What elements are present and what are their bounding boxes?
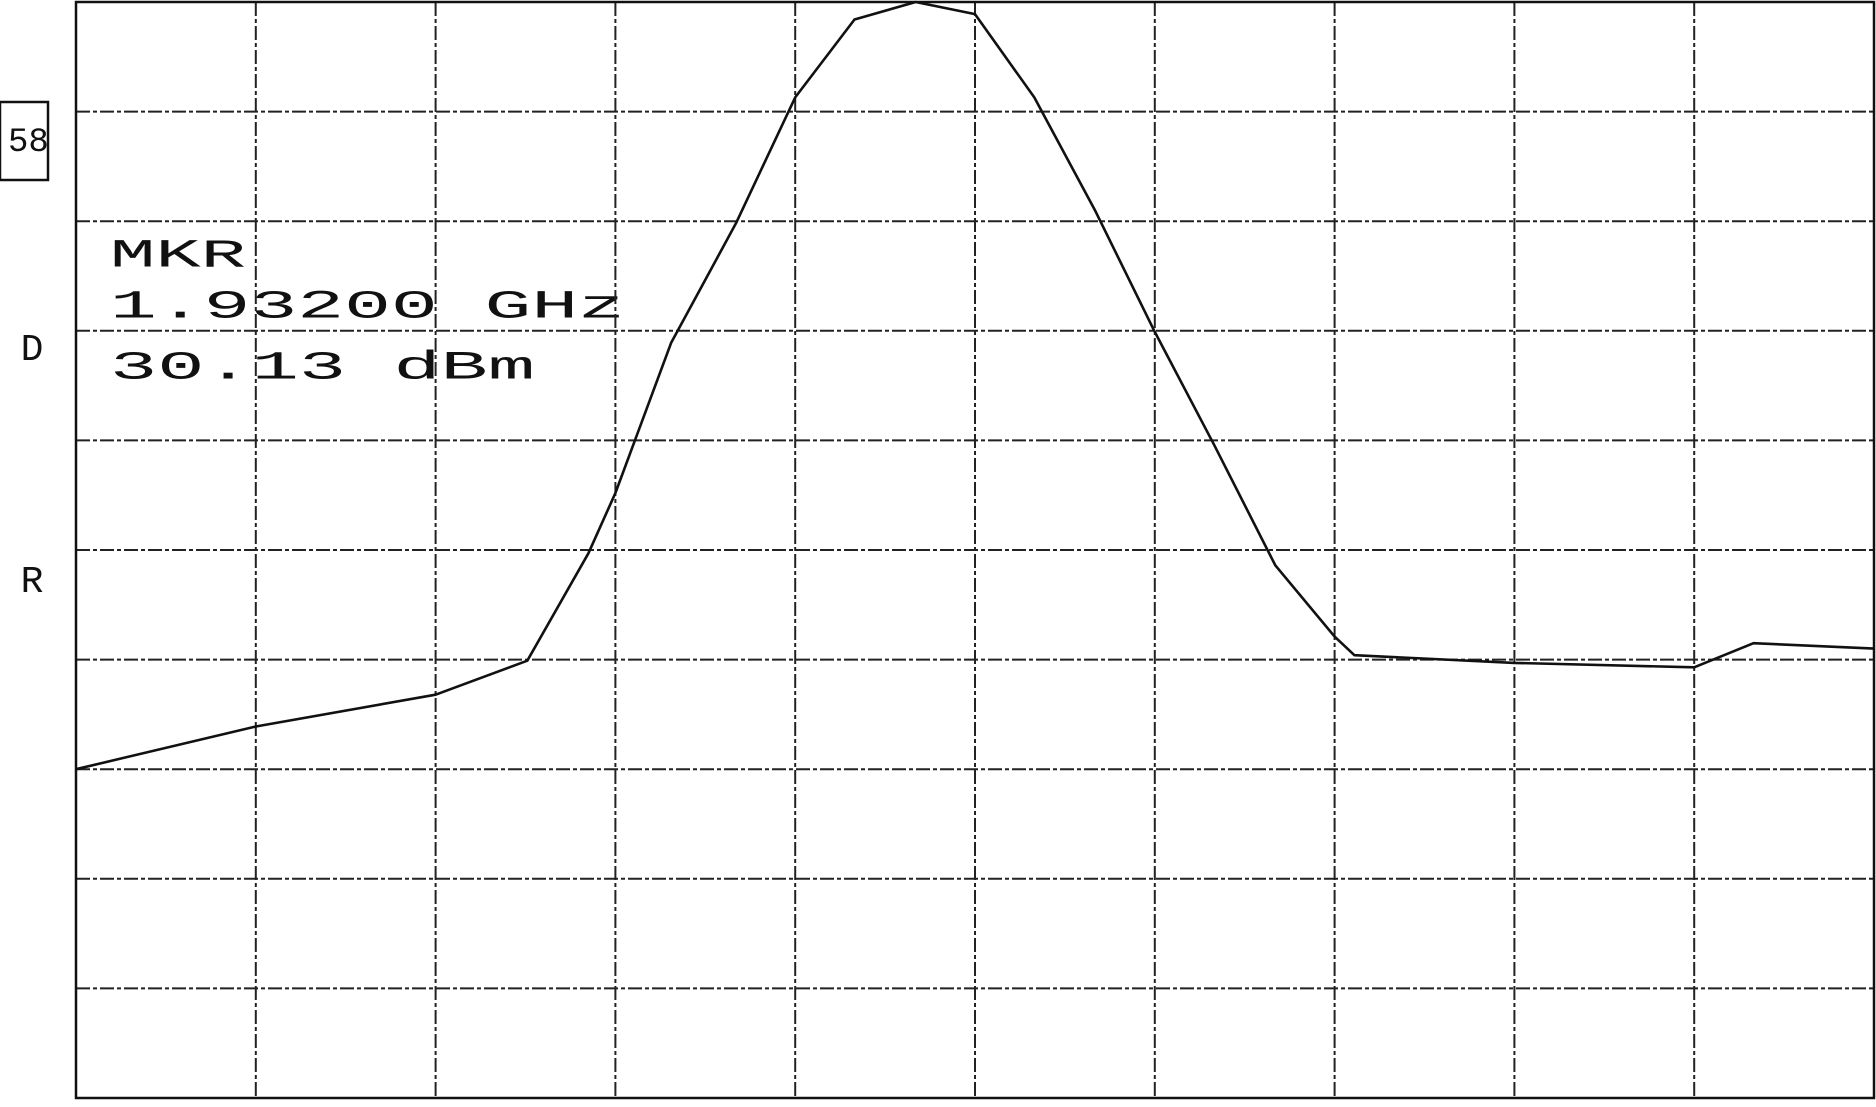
plot-frame — [74, 0, 1876, 1100]
side-label: D — [21, 329, 44, 372]
marker-level: 30.13 dBm — [110, 347, 535, 392]
marker-label: MKR — [110, 235, 246, 280]
box-label: 58 — [8, 124, 49, 162]
box — [0, 100, 50, 182]
trace — [75, 0, 1875, 771]
marker-frequency: 1.93200 GHz — [110, 286, 625, 331]
side-label: R — [21, 561, 44, 604]
